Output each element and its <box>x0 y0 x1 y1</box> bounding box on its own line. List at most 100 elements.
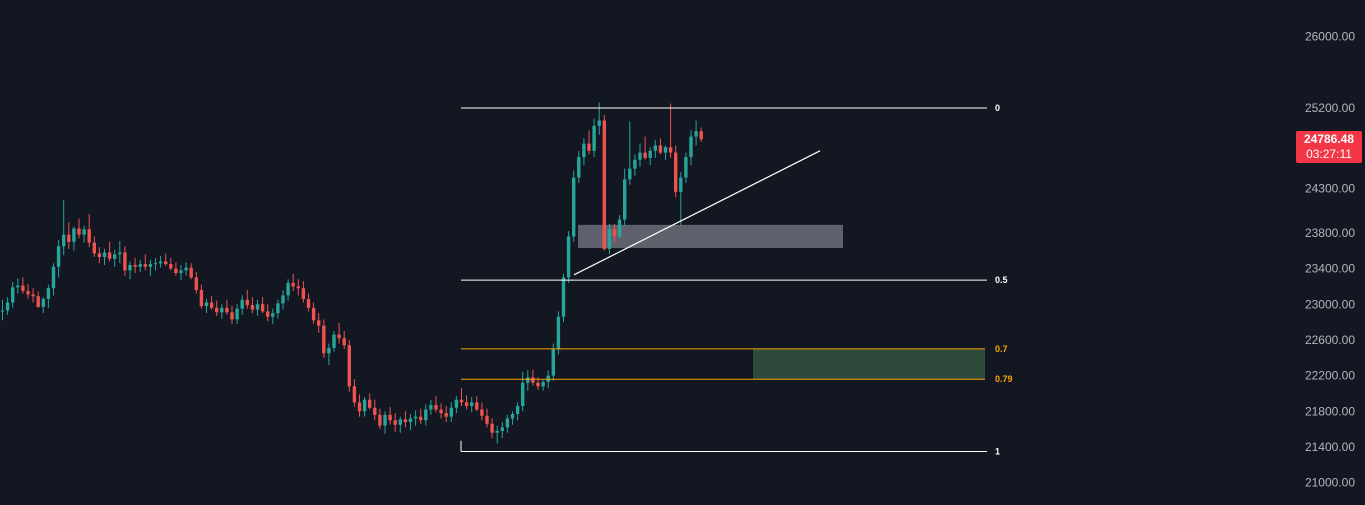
candle-body <box>459 399 464 403</box>
candle-body <box>684 157 688 178</box>
candle-body <box>653 145 657 151</box>
candle-body <box>419 416 423 421</box>
candle-body <box>668 147 673 153</box>
candle-body <box>164 261 168 265</box>
candle-body <box>245 299 249 306</box>
price-axis-tick-label: 23800.00 <box>1305 226 1355 240</box>
candle-body <box>67 234 71 242</box>
trendline[interactable] <box>573 150 821 276</box>
candle-body <box>260 304 265 312</box>
candle-body <box>490 423 494 433</box>
candle-body <box>480 409 484 416</box>
candle-body <box>505 418 510 428</box>
candle-body <box>36 296 40 307</box>
trendline-layer[interactable] <box>573 150 821 276</box>
price-axis-tick-label: 21800.00 <box>1305 404 1355 418</box>
candle-body <box>189 267 193 278</box>
candle-body <box>587 143 591 151</box>
fib-golden-zone[interactable] <box>753 348 985 380</box>
candle-body <box>628 168 632 180</box>
price-axis-tick-label: 21400.00 <box>1305 440 1355 454</box>
candle-body <box>230 312 234 320</box>
candle-body <box>633 159 637 169</box>
candle-body <box>5 302 10 311</box>
candle-body <box>347 345 351 387</box>
candle-body <box>607 229 612 249</box>
price-axis-tick-label: 22200.00 <box>1305 369 1355 383</box>
candle-body <box>199 289 204 307</box>
candle-body <box>699 131 703 140</box>
candle-body <box>485 415 489 424</box>
candle-body <box>311 307 316 321</box>
candle-body <box>87 229 91 243</box>
candle-body <box>235 308 239 320</box>
candle-body <box>612 229 617 237</box>
candle-body <box>674 152 678 192</box>
candle-body <box>179 270 183 274</box>
candle-body <box>250 305 255 310</box>
candle-body <box>429 405 433 410</box>
candle-body <box>342 338 346 346</box>
candle-body <box>602 120 606 249</box>
candles-layer <box>0 102 703 444</box>
price-axis-tick-label: 22600.00 <box>1305 333 1355 347</box>
candle-body <box>332 334 336 348</box>
candle-body <box>225 307 229 313</box>
candle-body <box>551 348 555 376</box>
candle-body <box>449 407 453 417</box>
candle-body <box>215 307 219 313</box>
candle-body <box>648 150 652 158</box>
fib-level-label: 0.5 <box>995 275 1008 285</box>
candle-body <box>113 254 117 259</box>
candle-body <box>403 419 408 423</box>
candle-body <box>362 399 367 412</box>
supply-demand-zone[interactable] <box>578 224 843 249</box>
candle-body <box>41 298 45 307</box>
candle-body <box>521 382 525 406</box>
candle-body <box>679 177 683 192</box>
candle-body <box>46 288 51 299</box>
price-axis[interactable]: 26000.00 25200.00 24300.00 23800.00 23400.00… <box>1305 30 1355 505</box>
candle-body <box>408 418 413 423</box>
candle-body <box>495 430 499 433</box>
candle-body <box>561 277 566 317</box>
candle-body <box>352 386 357 403</box>
candle-body <box>475 402 479 410</box>
candle-body <box>291 282 295 287</box>
candle-body <box>694 131 698 137</box>
candle-body <box>592 125 596 151</box>
candle-body <box>102 252 107 257</box>
candle-body <box>11 287 15 303</box>
candle-body <box>689 136 693 158</box>
candle-body <box>582 143 586 158</box>
candle-body <box>373 407 377 415</box>
candle-body <box>209 302 214 308</box>
candle-body <box>572 177 576 237</box>
candle-body <box>266 311 270 317</box>
fib-level-label: 0.79 <box>995 374 1013 384</box>
candle-body <box>107 252 112 259</box>
candle-body <box>464 402 469 406</box>
candle-body <box>434 405 438 410</box>
candle-body <box>92 242 96 254</box>
candle-body <box>118 252 122 255</box>
candle-body <box>148 264 153 267</box>
candle-body <box>97 253 102 257</box>
candle-body <box>510 413 515 419</box>
candle-body <box>393 420 397 425</box>
candle-body <box>413 416 418 419</box>
candle-body <box>123 252 127 271</box>
fibonacci-retracement[interactable]: 0 0.5 0.7 0.79 1 <box>460 103 1013 456</box>
candle-body <box>322 325 326 354</box>
candle-body <box>357 402 362 412</box>
candle-body <box>255 304 260 310</box>
candle-body <box>51 266 56 289</box>
candle-body <box>158 261 163 264</box>
candle-body <box>240 299 244 309</box>
candle-body <box>658 145 663 153</box>
last-price-value: 24786.48 <box>1303 132 1355 146</box>
candle-countdown: 03:27:11 <box>1306 147 1352 161</box>
candle-body <box>337 334 341 339</box>
candle-body <box>77 228 81 235</box>
